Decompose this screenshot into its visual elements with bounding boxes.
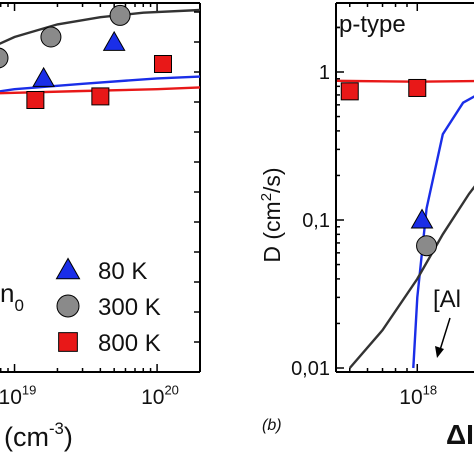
legend-label-800k: 800 K [98,330,161,357]
right-y-tick-label-1: 1 [319,62,330,84]
right-data-point-800k [340,82,359,101]
right-y-tick-label-0-01: 0,01 [291,358,330,380]
right-data-point-80k [410,208,434,229]
right-x-tick-label-18: 1018 [399,383,437,409]
left-data-point-800k [26,91,45,109]
right-annotation-arrow-line [439,317,451,351]
right-fit-curve-300k [348,185,474,369]
right-data-point-300k [416,235,438,257]
legend-marker-80k [55,257,81,280]
left-data-point-300k [40,26,62,48]
left-x-tick-label-19: 1019 [0,383,36,409]
legend-label-80k: 80 K [98,258,147,285]
left-x-tick-label-20: 1020 [141,383,179,409]
legend-marker-800k [58,332,78,352]
left-data-point-80k [32,66,55,87]
left-data-point-300k [109,4,131,26]
right-y-tick-label-0-1: 0,1 [302,210,330,232]
legend-label-300k: 300 K [98,294,161,321]
left-x-axis-label: (cm-3) [4,419,73,452]
left-fit-curve-300k [0,8,201,45]
left-data-point-300k [0,47,9,69]
right-annotation-arrow-head [435,346,444,358]
legend-marker-300k [56,294,80,318]
right-y-axis-label: D (cm2/s) [258,167,285,262]
left-fit-curve-800k [0,86,201,95]
right-fit-curve-80k [412,95,474,369]
left-annotation-n0: n0 [0,278,24,315]
left-data-point-800k [91,87,110,106]
right-panel-title-p-type: p-type [339,11,406,38]
right-x-axis-label: ΔI [446,419,474,450]
left-fit-curve-80k [0,75,201,93]
right-annotation-al: [Al [433,286,461,313]
right-data-point-800k [408,78,427,97]
left-data-point-80k [102,30,126,51]
left-data-point-800k [153,55,172,73]
right-panel-label-b: (b) [262,417,282,434]
